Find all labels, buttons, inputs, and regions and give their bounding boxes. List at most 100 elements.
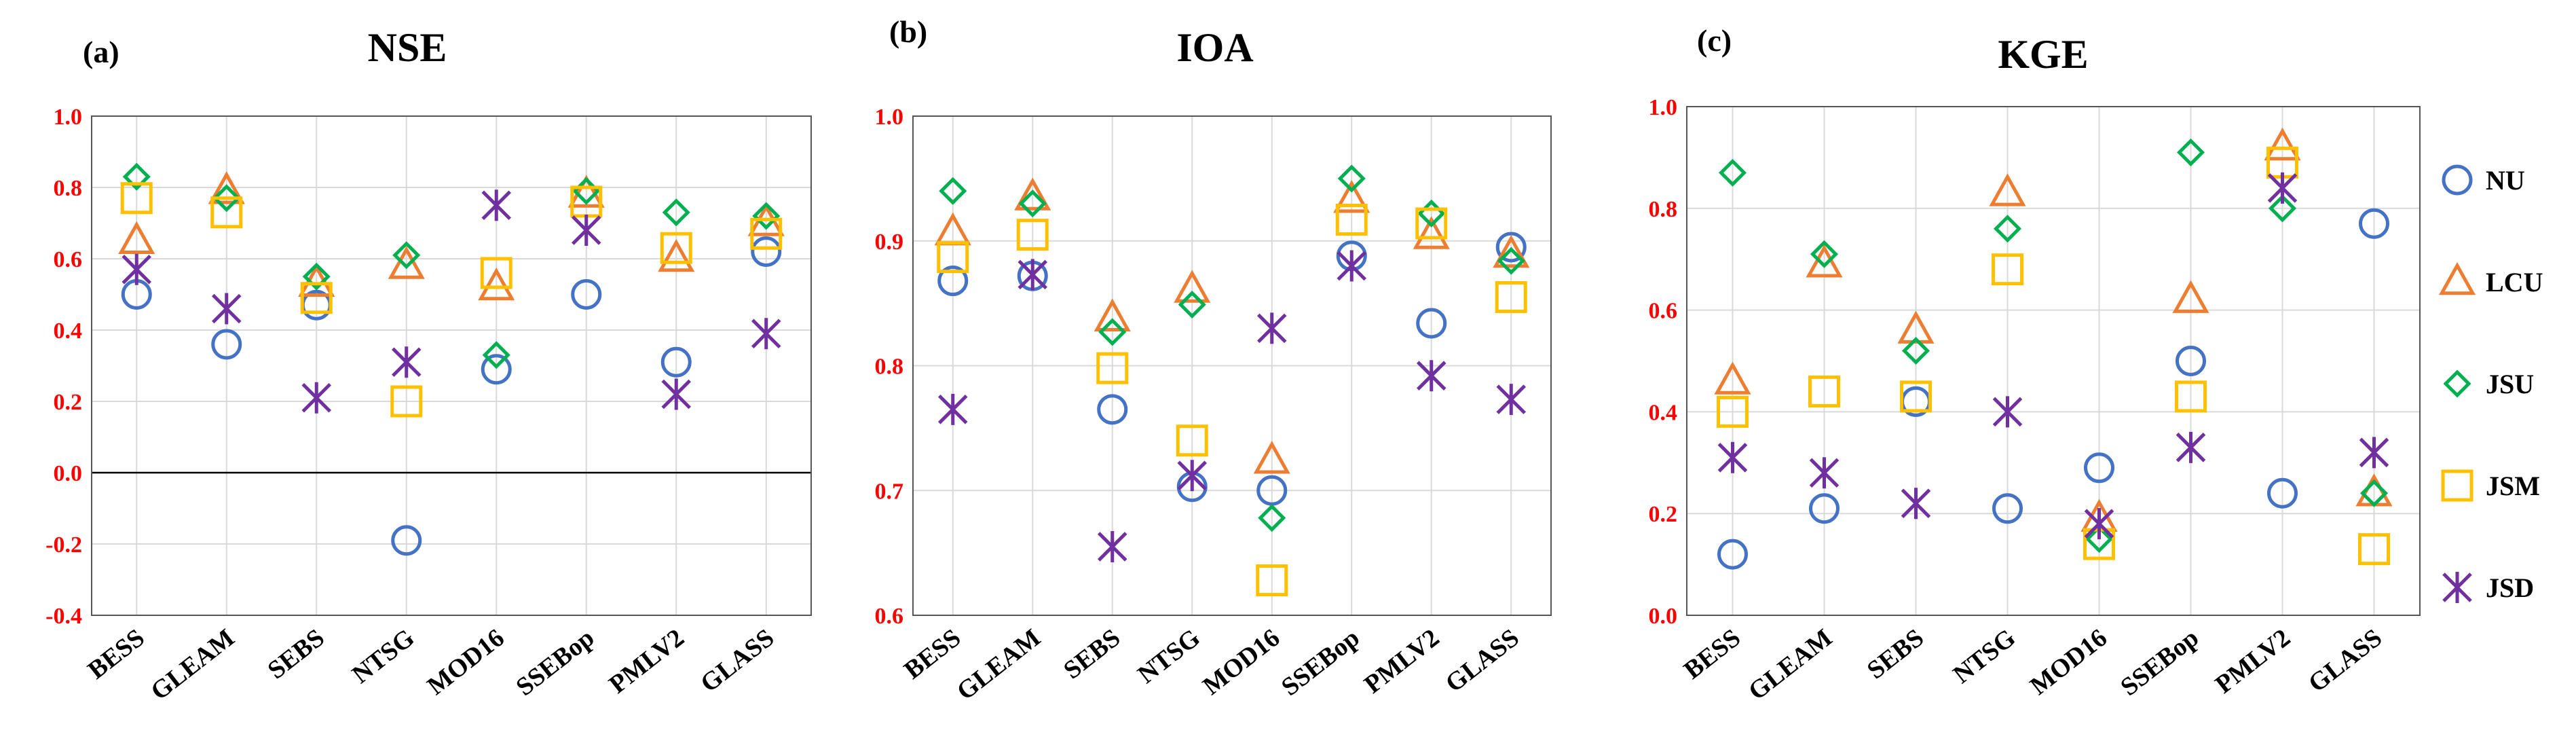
point-jsd — [1018, 259, 1048, 291]
point-jsm — [120, 182, 153, 215]
point-jsm — [1176, 424, 1208, 457]
point-nu — [1495, 232, 1527, 263]
point-jsu — [1497, 247, 1525, 275]
y-tick-label: -0.2 — [45, 532, 82, 558]
point-jsd — [211, 293, 242, 325]
point-jsu — [752, 202, 781, 230]
y-tick-label: 0.0 — [1649, 604, 1678, 629]
point-jsd — [1177, 460, 1208, 492]
legend-marker-jsu — [2443, 369, 2471, 398]
y-tick-label: 0.8 — [1649, 197, 1678, 222]
point-nu — [571, 279, 602, 310]
point-jsm — [210, 196, 243, 229]
point-jsm — [390, 385, 423, 418]
point-lcu — [208, 171, 245, 204]
y-tick-label: 0.0 — [54, 461, 83, 486]
point-jsm — [1808, 375, 1840, 407]
legend-marker-lcu — [2438, 261, 2476, 295]
point-jsu — [392, 241, 421, 270]
legend-marker-jsm — [2441, 469, 2474, 502]
point-jsu — [1901, 336, 1930, 365]
point-lcu — [1094, 298, 1131, 331]
point-jsm — [1495, 280, 1527, 313]
point-lcu — [1989, 173, 2026, 206]
x-tick-label: GLASS — [695, 623, 779, 698]
point-nu — [481, 354, 512, 385]
x-tick-label: GLEAM — [145, 623, 240, 706]
y-tick-label: -0.4 — [45, 604, 82, 629]
point-nu — [1097, 394, 1128, 425]
x-tick-label: SSEBop — [1276, 623, 1365, 702]
x-tick-label: GLEAM — [1743, 623, 1837, 706]
point-jsu — [302, 262, 331, 291]
point-jsu — [1018, 189, 1047, 218]
point-nu — [1416, 308, 1447, 339]
point-jsu — [2359, 479, 2389, 507]
point-nu — [1992, 493, 2023, 524]
y-tick-label: 0.4 — [1649, 400, 1678, 425]
y-tick-label: 0.4 — [54, 319, 83, 344]
y-tick-label: 0.7 — [875, 479, 904, 504]
x-tick-label: PMLV2 — [1359, 623, 1444, 699]
point-nu — [391, 525, 422, 556]
point-jsu — [1993, 215, 2022, 243]
point-jsd — [1809, 457, 1840, 489]
x-tick-label: NTSG — [347, 623, 419, 689]
point-nu — [937, 266, 969, 297]
point-jsd — [481, 189, 512, 221]
point-jsd — [2084, 508, 2114, 540]
legend-label-jsu: JSU — [2486, 369, 2534, 399]
point-lcu — [1333, 179, 1370, 213]
panel-title: IOA — [1176, 25, 1253, 70]
x-tick-label: GLASS — [2303, 623, 2387, 698]
y-tick-label: 0.6 — [875, 604, 904, 629]
point-jsd — [1901, 488, 1931, 520]
point-jsu — [1718, 158, 1747, 187]
point-lcu — [478, 267, 515, 301]
point-jsm — [1717, 395, 1749, 428]
point-jsu — [2176, 138, 2205, 166]
point-jsd — [2267, 172, 2298, 204]
point-jsu — [1337, 164, 1366, 193]
plot-frame — [91, 115, 812, 616]
point-jsd — [391, 346, 422, 378]
point-jsu — [2268, 194, 2297, 223]
y-tick-label: 0.6 — [1649, 299, 1678, 324]
point-jsu — [2085, 525, 2114, 553]
legend: NU LCU JSU JSM JSD — [2438, 164, 2543, 603]
point-nu — [2267, 477, 2298, 509]
point-nu — [2176, 346, 2206, 376]
legend-label-jsm: JSM — [2486, 471, 2540, 501]
point-jsd — [1992, 396, 2023, 428]
x-tick-label: SSEBop — [511, 623, 600, 702]
point-jsd — [571, 215, 601, 246]
y-tick-label: 0.9 — [875, 230, 904, 255]
point-jsm — [1900, 380, 1932, 413]
point-lcu — [1413, 216, 1450, 249]
point-jsd — [1416, 360, 1446, 392]
legend-label-jsd: JSD — [2486, 573, 2534, 603]
point-jsu — [1258, 504, 1286, 532]
point-lcu — [1493, 234, 1530, 268]
x-tick-label: GLEAM — [952, 623, 1046, 706]
y-tick-label: 0.2 — [54, 390, 83, 415]
panel-label: (c) — [1697, 23, 1732, 58]
point-lcu — [2264, 127, 2301, 161]
point-jsm — [2175, 380, 2207, 413]
legend-label-lcu: LCU — [2486, 267, 2543, 297]
point-jsd — [1496, 384, 1527, 416]
point-nu — [751, 236, 782, 267]
point-jsm — [1016, 219, 1049, 251]
legend-marker-nu — [2442, 164, 2473, 196]
plot-frame — [912, 115, 1552, 616]
point-nu — [1717, 539, 1748, 570]
plot-frame — [1686, 106, 2421, 616]
point-jsd — [122, 253, 152, 285]
point-jsm — [750, 217, 783, 250]
point-jsd — [937, 393, 968, 425]
panel-label: (b) — [889, 14, 927, 49]
point-jsd — [2176, 431, 2206, 463]
